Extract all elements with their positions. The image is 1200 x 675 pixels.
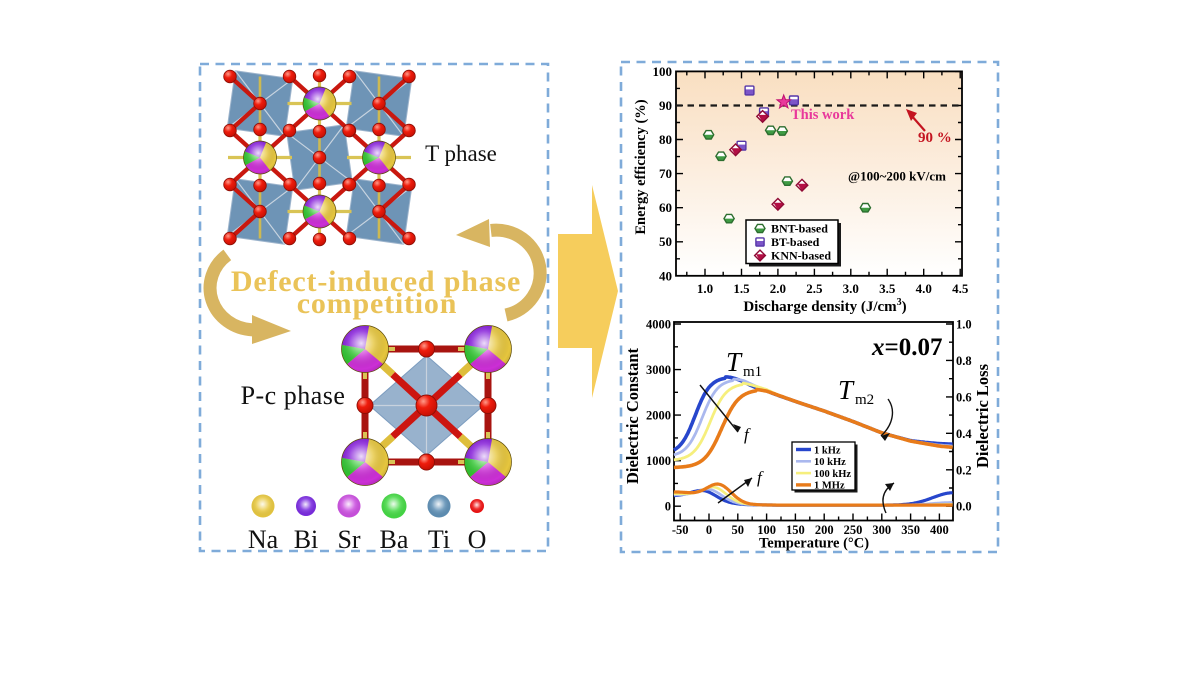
svg-text:1 kHz: 1 kHz [814,445,841,456]
svg-text:10 kHz: 10 kHz [814,457,846,468]
svg-text:T phase: T phase [425,141,497,166]
svg-text:@100~200 kV/cm: @100~200 kV/cm [848,169,946,184]
svg-text:Bi: Bi [294,525,319,554]
svg-text:1.0: 1.0 [956,318,972,332]
svg-text:O: O [468,525,487,554]
svg-text:2.5: 2.5 [806,281,823,296]
svg-text:1.0: 1.0 [697,281,713,296]
svg-text:250: 250 [844,523,863,537]
svg-text:m2: m2 [855,392,874,408]
svg-text:0.6: 0.6 [956,390,972,404]
svg-text:competition: competition [297,287,457,320]
svg-text:0.0: 0.0 [956,500,972,514]
svg-text:100 kHz: 100 kHz [814,469,851,480]
svg-text:f: f [744,425,751,444]
svg-text:x=0.07: x=0.07 [871,334,943,361]
svg-text:0: 0 [665,500,671,514]
svg-text:T: T [726,347,743,377]
svg-text:150: 150 [786,523,805,537]
svg-text:0.8: 0.8 [956,354,972,368]
svg-text:P-c phase: P-c phase [241,381,346,410]
svg-text:60: 60 [659,200,672,215]
svg-text:80: 80 [659,132,672,147]
svg-text:0: 0 [706,523,712,537]
svg-text:1 MHz: 1 MHz [814,481,845,492]
svg-text:350: 350 [901,523,920,537]
svg-text:50: 50 [732,523,745,537]
svg-text:90: 90 [659,98,672,113]
svg-text:4000: 4000 [646,318,671,332]
svg-text:100: 100 [653,64,673,79]
svg-text:3000: 3000 [646,363,671,377]
svg-text:70: 70 [659,166,672,181]
svg-text:Discharge density (J/cm3): Discharge density (J/cm3) [743,297,906,315]
svg-text:Temperature (°C): Temperature (°C) [759,536,869,552]
svg-text:This work: This work [791,107,855,123]
svg-text:100: 100 [757,523,776,537]
svg-text:Na: Na [248,525,279,554]
svg-text:Sr: Sr [337,525,360,554]
svg-text:3.0: 3.0 [843,281,859,296]
svg-text:m1: m1 [743,364,762,380]
svg-text:0.4: 0.4 [956,427,972,441]
svg-text:400: 400 [930,523,949,537]
svg-text:Defect-induced phase: Defect-induced phase [231,265,521,298]
svg-text:40: 40 [659,268,672,283]
svg-text:200: 200 [815,523,834,537]
svg-text:90 %: 90 % [918,130,952,146]
svg-text:Energy efficiency (%): Energy efficiency (%) [633,99,649,234]
svg-text:Dielectric Loss: Dielectric Loss [973,363,992,468]
svg-text:KNN-based: KNN-based [771,249,831,263]
svg-text:300: 300 [872,523,891,537]
svg-text:0.2: 0.2 [956,463,972,477]
svg-text:1.5: 1.5 [733,281,750,296]
svg-text:T: T [838,375,855,405]
svg-text:2000: 2000 [646,409,671,423]
svg-text:4.0: 4.0 [916,281,932,296]
svg-text:BT-based: BT-based [771,235,820,249]
svg-text:4.5: 4.5 [952,281,969,296]
svg-text:Ti: Ti [428,525,450,554]
svg-text:-50: -50 [672,523,689,537]
svg-text:3.5: 3.5 [879,281,896,296]
svg-text:Ba: Ba [380,525,409,554]
svg-text:f: f [757,468,764,487]
svg-text:2.0: 2.0 [770,281,786,296]
svg-text:Dielectric Constant: Dielectric Constant [623,347,642,484]
svg-text:50: 50 [659,234,672,249]
svg-text:1000: 1000 [646,454,671,468]
svg-text:BNT-based: BNT-based [771,222,828,236]
